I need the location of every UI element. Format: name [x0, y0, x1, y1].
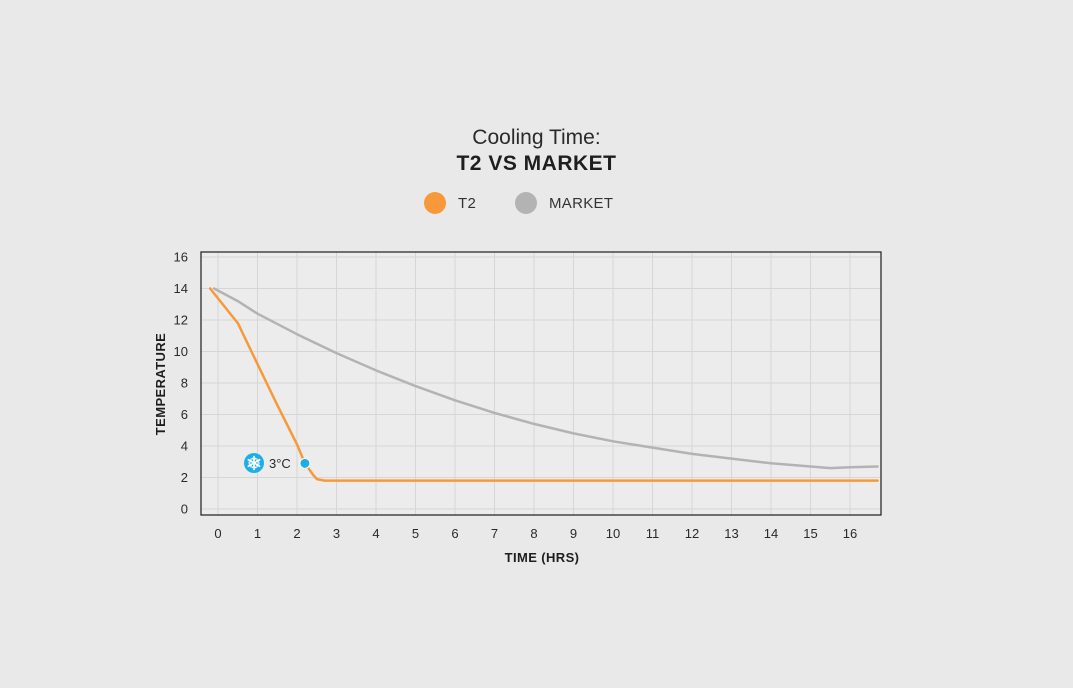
x-tick-label-15: 15 — [803, 526, 817, 541]
series-line-market — [212, 287, 879, 470]
x-tick-label-13: 13 — [724, 526, 738, 541]
annotation-marker — [299, 457, 311, 469]
snowflake-icon — [244, 453, 264, 473]
chart-subtitle: T2 VS MARKET — [456, 152, 617, 175]
plot-border — [200, 251, 882, 516]
x-axis-label: TIME (HRS) — [505, 550, 580, 565]
legend-item-market: MARKET — [515, 190, 613, 216]
x-tick-label-7: 7 — [491, 526, 498, 541]
x-tick-label-8: 8 — [530, 526, 537, 541]
y-tick-label-10: 10 — [174, 344, 188, 359]
x-tick-label-11: 11 — [646, 526, 660, 541]
y-tick-label-14: 14 — [174, 281, 188, 296]
y-tick-label-16: 16 — [174, 250, 188, 265]
x-tick-label-10: 10 — [606, 526, 620, 541]
legend-item-t2: T2 — [424, 190, 476, 216]
x-tick-label-14: 14 — [764, 526, 778, 541]
legend-label-t2: T2 — [458, 194, 477, 212]
x-tick-label-2: 2 — [293, 526, 300, 541]
x-tick-label-0: 0 — [214, 526, 221, 541]
y-tick-label-6: 6 — [181, 407, 188, 422]
y-tick-label-8: 8 — [181, 376, 188, 391]
x-tick-label-9: 9 — [570, 526, 577, 541]
legend-marker-market — [515, 192, 537, 214]
legend-label-market: MARKET — [549, 194, 614, 212]
x-tick-label-5: 5 — [412, 526, 419, 541]
x-tick-label-4: 4 — [372, 526, 379, 541]
y-tick-label-2: 2 — [181, 470, 188, 485]
x-tick-label-16: 16 — [843, 526, 857, 541]
x-tick-label-12: 12 — [685, 526, 699, 541]
y-tick-label-4: 4 — [181, 439, 188, 454]
x-tick-label-3: 3 — [333, 526, 340, 541]
legend-marker-t2 — [424, 192, 446, 214]
x-tick-label-6: 6 — [451, 526, 458, 541]
series-line-t2 — [208, 287, 879, 482]
y-tick-label-0: 0 — [181, 502, 188, 517]
x-tick-label-1: 1 — [254, 526, 261, 541]
legend: T2 MARKET — [0, 190, 1073, 216]
y-axis-label: TEMPERATURE — [153, 333, 168, 435]
y-tick-label-12: 12 — [174, 313, 188, 328]
annotation-label: 3°C — [269, 456, 291, 471]
chart-title: Cooling Time: — [472, 126, 601, 149]
